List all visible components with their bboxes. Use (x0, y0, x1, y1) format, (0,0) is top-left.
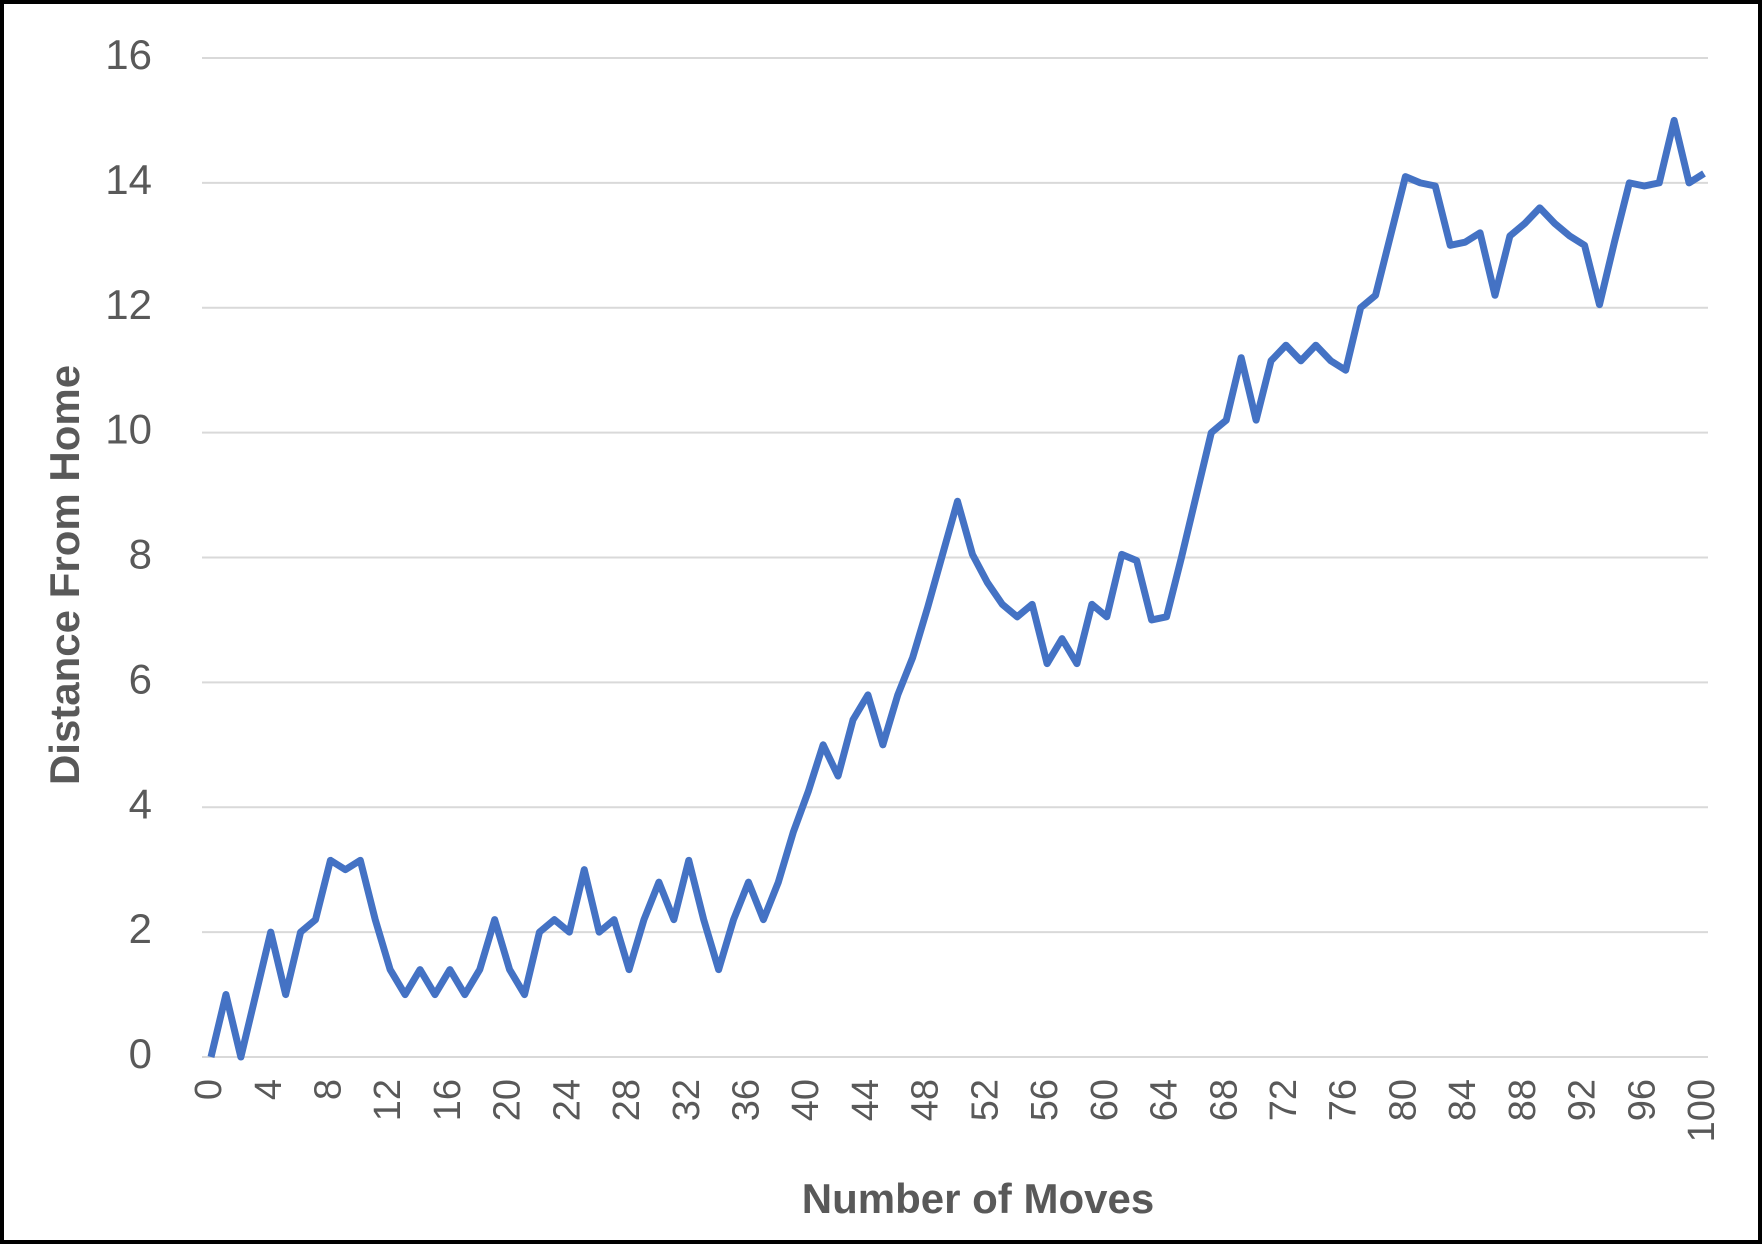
y-tick-label: 16 (105, 31, 152, 78)
x-tick-label: 96 (1621, 1079, 1663, 1121)
x-tick-label: 68 (1203, 1079, 1245, 1121)
x-tick-label: 36 (726, 1079, 768, 1121)
y-tick-label: 0 (129, 1030, 152, 1077)
y-axis-title: Distance From Home (41, 365, 88, 785)
x-tick-label: 40 (785, 1079, 827, 1121)
x-tick-label: 52 (964, 1079, 1006, 1121)
y-tick-label: 10 (105, 406, 152, 453)
x-tick-label: 8 (307, 1079, 349, 1100)
x-tick-label: 24 (546, 1079, 588, 1121)
x-tick-label: 12 (367, 1079, 409, 1121)
x-tick-label: 84 (1442, 1079, 1484, 1121)
x-axis-title: Number of Moves (802, 1175, 1154, 1222)
x-tick-label: 60 (1084, 1079, 1126, 1121)
x-tick-label: 64 (1144, 1079, 1186, 1121)
x-tick-label: 28 (606, 1079, 648, 1121)
x-tick-label: 56 (1024, 1079, 1066, 1121)
x-tick-label: 76 (1323, 1079, 1365, 1121)
x-tick-label: 100 (1681, 1079, 1723, 1142)
x-tick-label: 44 (845, 1079, 887, 1121)
x-tick-label: 20 (487, 1079, 529, 1121)
y-tick-label: 4 (129, 780, 152, 827)
data-line (207, 116, 1706, 1061)
x-tick-label: 88 (1502, 1079, 1544, 1121)
x-tick-label: 32 (666, 1079, 708, 1121)
y-tick-label: 14 (105, 156, 152, 203)
x-tick-label: 4 (248, 1079, 290, 1100)
x-tick-label: 48 (905, 1079, 947, 1121)
y-tick-label: 12 (105, 281, 152, 328)
y-tick-label: 6 (129, 655, 152, 702)
x-tick-label: 0 (188, 1079, 230, 1100)
y-tick-label: 8 (129, 531, 152, 578)
x-tick-label: 16 (427, 1079, 469, 1121)
x-tick-label: 92 (1562, 1079, 1604, 1121)
x-tick-label: 80 (1382, 1079, 1424, 1121)
y-tick-label: 2 (129, 905, 152, 952)
x-tick-label: 72 (1263, 1079, 1305, 1121)
